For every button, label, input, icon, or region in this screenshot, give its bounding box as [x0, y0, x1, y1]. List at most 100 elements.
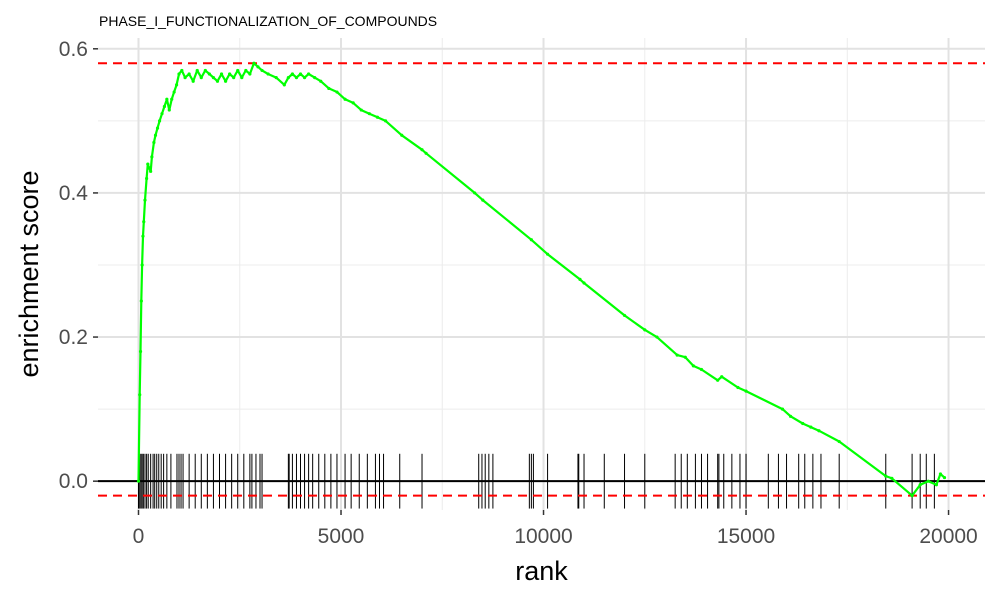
data-point	[248, 72, 252, 76]
data-point	[691, 364, 695, 368]
data-point	[313, 76, 317, 80]
data-point	[172, 90, 176, 94]
data-point	[290, 72, 295, 76]
data-point	[424, 151, 428, 155]
y-tick-label: 0.4	[59, 182, 89, 205]
y-tick-label: 0.2	[59, 326, 88, 349]
data-point	[420, 148, 424, 152]
data-point	[177, 72, 181, 76]
data-point	[274, 76, 278, 80]
data-point	[655, 335, 659, 339]
data-point	[780, 407, 785, 411]
data-point	[918, 483, 922, 487]
data-point	[294, 76, 299, 80]
data-point	[359, 108, 363, 112]
data-point	[319, 79, 323, 83]
data-point	[180, 68, 184, 73]
data-point	[160, 112, 164, 116]
data-point	[142, 220, 146, 224]
data-point	[890, 476, 894, 480]
data-point	[150, 155, 154, 159]
data-point	[260, 68, 264, 73]
data-point	[307, 72, 311, 76]
y-axis-label: enrichment score	[14, 170, 44, 377]
data-point	[683, 355, 687, 359]
data-point	[138, 349, 143, 354]
threshold-lines	[98, 62, 985, 497]
data-point	[351, 101, 355, 105]
data-point	[149, 169, 153, 173]
x-tick-label: 0	[133, 525, 145, 548]
data-point	[622, 313, 627, 318]
data-point	[228, 72, 232, 76]
series-line	[136, 61, 947, 498]
data-point	[136, 479, 141, 483]
data-point	[736, 385, 740, 390]
data-point	[327, 86, 331, 91]
data-point	[926, 479, 930, 483]
data-point	[183, 76, 187, 80]
x-axis-label: rank	[515, 556, 568, 586]
data-point	[165, 97, 169, 101]
data-point	[157, 119, 162, 123]
data-point	[383, 119, 388, 123]
data-point	[716, 378, 720, 382]
data-point	[236, 68, 240, 73]
data-point	[256, 65, 260, 69]
hit-marks	[138, 453, 935, 509]
data-point	[232, 76, 236, 80]
data-point	[244, 68, 248, 73]
x-tick-label: 5000	[318, 525, 365, 548]
data-point	[167, 108, 171, 112]
data-point	[375, 115, 380, 119]
data-point	[211, 76, 216, 80]
data-point	[138, 393, 142, 397]
data-point	[191, 79, 195, 83]
data-point	[481, 198, 485, 202]
data-point	[147, 166, 151, 170]
data-point	[817, 429, 821, 433]
data-point	[367, 112, 371, 116]
data-point	[252, 61, 256, 65]
data-point	[282, 83, 286, 87]
data-point	[744, 389, 748, 393]
data-point	[140, 263, 144, 267]
x-tick-label: 10000	[514, 525, 572, 548]
data-point	[219, 72, 224, 76]
data-point	[266, 72, 270, 76]
data-point	[335, 90, 339, 94]
data-point	[400, 133, 404, 137]
enrichment-line	[137, 62, 946, 497]
data-point	[143, 198, 147, 202]
data-point	[155, 126, 160, 130]
data-point	[223, 79, 228, 83]
data-point	[203, 68, 207, 73]
data-point	[302, 76, 307, 80]
data-point	[699, 367, 704, 372]
data-point	[174, 83, 179, 87]
data-point	[720, 375, 724, 379]
y-tick-label: 0.0	[59, 470, 88, 493]
data-point	[578, 277, 582, 282]
data-point	[837, 439, 841, 444]
grid	[98, 38, 985, 510]
data-point	[934, 483, 938, 487]
data-point	[207, 72, 211, 76]
data-point	[187, 72, 191, 76]
data-point	[170, 97, 174, 101]
data-point	[199, 76, 203, 80]
data-point	[195, 68, 199, 73]
data-point	[298, 72, 303, 76]
data-point	[473, 191, 477, 195]
data-point	[153, 133, 158, 137]
data-point	[215, 79, 220, 83]
y-tick-label: 0.6	[59, 38, 88, 61]
data-point	[343, 97, 347, 101]
data-point	[942, 475, 947, 480]
axis-ticks: 0 5000 10000 15000 20000 0.0 0.2 0.4 0.6	[59, 38, 978, 548]
x-tick-label: 15000	[717, 525, 775, 548]
data-point	[938, 472, 943, 476]
data-point	[146, 162, 150, 166]
chart-title: PHASE_I_FUNCTIONALIZATION_OF_COMPOUNDS	[99, 13, 438, 29]
